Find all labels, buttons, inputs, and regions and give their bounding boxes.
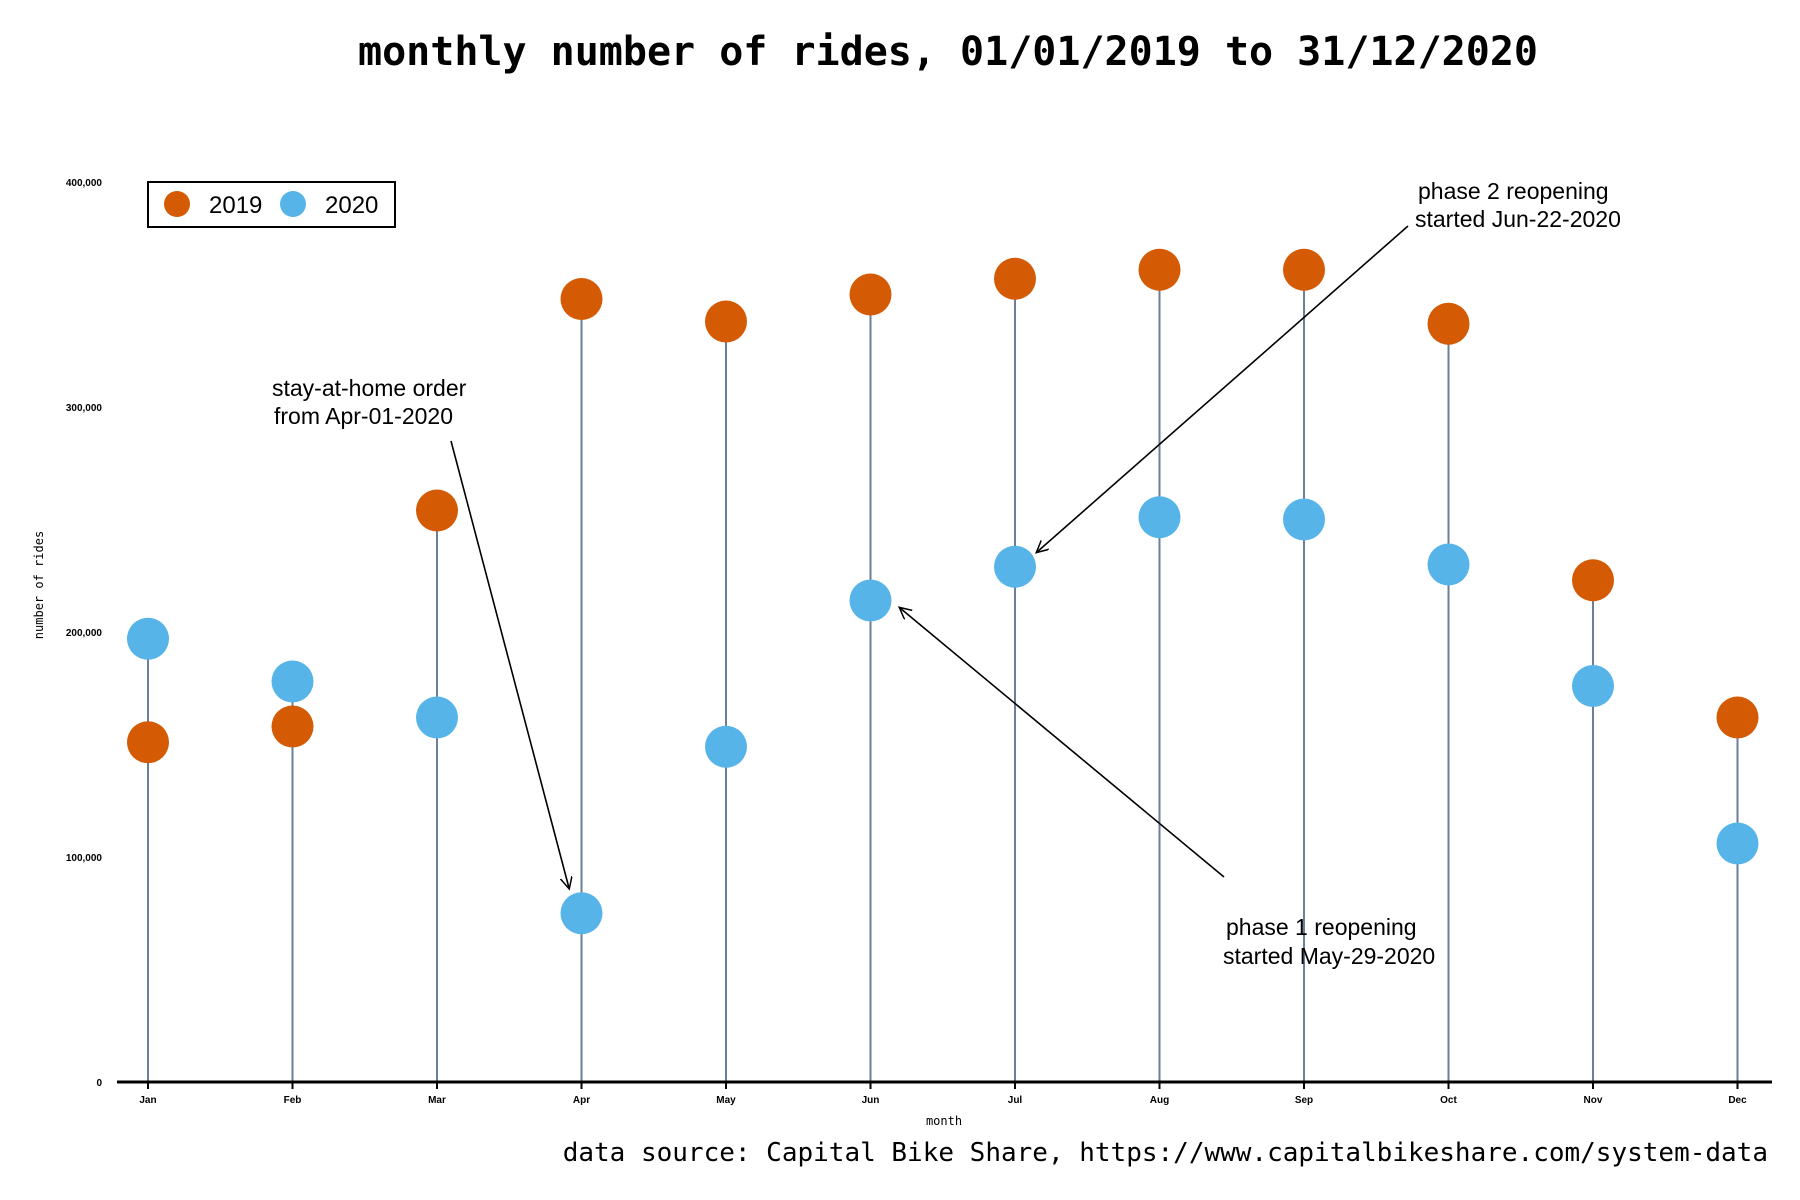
annotation-arrow [900, 608, 1225, 878]
point-2019-May [705, 300, 747, 343]
point-2020-Mar [416, 696, 458, 739]
x-tick-label: Apr [573, 1095, 590, 1106]
data-points [127, 248, 1759, 935]
point-2019-Jan [127, 721, 169, 764]
x-tick-label: Sep [1295, 1095, 1313, 1106]
x-tick-label: Dec [1728, 1095, 1747, 1106]
point-2020-Oct [1427, 543, 1470, 586]
y-tick-label: 400,000 [66, 178, 103, 189]
legend-marker-2020 [280, 191, 306, 217]
x-tick-label: Mar [428, 1095, 446, 1106]
data-source-note: data source: Capital Bike Share, https:/… [563, 1138, 1768, 1168]
x-tick-label: Oct [1440, 1095, 1457, 1106]
annotation-text: phase 1 reopening [1226, 914, 1417, 940]
annotation-text: phase 2 reopening [1418, 178, 1609, 204]
point-2019-Oct [1427, 302, 1470, 345]
point-2019-Sep [1283, 248, 1325, 291]
x-tick-label: May [716, 1095, 736, 1106]
point-2019-Aug [1138, 248, 1181, 291]
legend-marker-2019 [164, 191, 190, 217]
point-2019-Dec [1716, 696, 1759, 739]
x-tick-label: Feb [284, 1095, 302, 1106]
point-2020-Nov [1572, 665, 1614, 707]
x-tick-label: Jan [139, 1095, 156, 1106]
y-axis-label: number of rides [32, 531, 46, 639]
chart-title: monthly number of rides, 01/01/2019 to 3… [358, 29, 1538, 75]
legend-label-2019: 2019 [209, 192, 262, 219]
annotation-text: started May-29-2020 [1223, 943, 1435, 969]
point-2019-Mar [416, 489, 458, 532]
stems [147, 269, 1739, 1082]
annotation-arrow [450, 440, 569, 888]
annotation-text: from Apr-01-2020 [274, 403, 453, 429]
point-2020-Jun [849, 579, 892, 622]
x-axis-ticks: Jan Feb Mar Apr May Jun Jul Aug Sep Oct Nov Dec [139, 1082, 1747, 1106]
annotation-arrow [1037, 225, 1409, 552]
x-tick-label: Jun [862, 1095, 880, 1106]
point-2019-Jul [994, 257, 1036, 300]
x-tick-label: Jul [1008, 1095, 1023, 1106]
point-2019-Jun [849, 273, 892, 316]
point-2019-Nov [1572, 559, 1614, 602]
legend: 2019 2020 [147, 181, 396, 228]
x-tick-label: Nov [1584, 1095, 1603, 1106]
y-tick-label: 100,000 [66, 853, 103, 864]
annotation-text: started Jun-22-2020 [1415, 206, 1621, 232]
point-2020-Aug [1138, 496, 1181, 539]
y-tick-label: 200,000 [66, 628, 103, 639]
y-tick-label: 0 [96, 1078, 102, 1089]
legend-label-2020: 2020 [325, 192, 378, 219]
point-2020-Apr [560, 892, 603, 935]
point-2020-May [705, 725, 747, 768]
point-2020-Jul [994, 545, 1036, 588]
point-2020-Dec [1716, 822, 1759, 865]
point-2019-Feb [271, 705, 314, 748]
y-tick-label: 300,000 [66, 403, 103, 414]
point-2019-Apr [560, 278, 603, 320]
point-2020-Jan [127, 617, 169, 660]
x-axis-label: month [926, 1114, 962, 1128]
x-tick-label: Aug [1150, 1095, 1169, 1106]
point-2020-Sep [1283, 498, 1325, 541]
point-2020-Feb [271, 660, 314, 703]
annotation-text: stay-at-home order [272, 375, 467, 401]
y-axis-ticks: 0 100,000 200,000 300,000 400,000 [66, 178, 103, 1089]
